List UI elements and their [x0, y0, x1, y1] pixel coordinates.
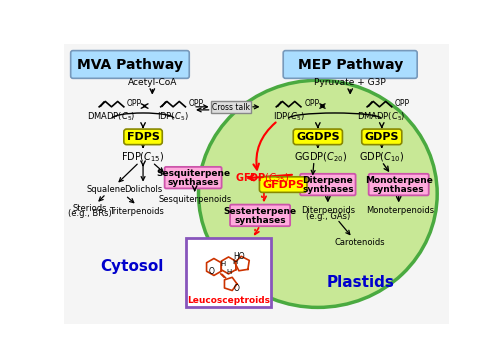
Text: Steriods: Steriods: [72, 204, 107, 213]
Text: Pyruvate + G3P: Pyruvate + G3P: [314, 78, 386, 87]
Text: O: O: [208, 267, 214, 276]
Text: synthases: synthases: [373, 185, 424, 194]
FancyBboxPatch shape: [283, 51, 417, 78]
Text: GGDP$(C_{20})$: GGDP$(C_{20})$: [294, 150, 346, 164]
FancyBboxPatch shape: [211, 102, 251, 113]
FancyBboxPatch shape: [164, 167, 222, 189]
FancyBboxPatch shape: [300, 174, 356, 195]
Text: HO: HO: [234, 252, 245, 261]
FancyBboxPatch shape: [186, 238, 271, 307]
Text: (e.g., GAs): (e.g., GAs): [306, 211, 350, 221]
Text: Sesterterpene: Sesterterpene: [224, 207, 296, 216]
Ellipse shape: [198, 80, 437, 308]
Text: OPP: OPP: [304, 99, 320, 108]
Text: MVA Pathway: MVA Pathway: [77, 58, 183, 72]
Text: DMADP$(C_5)$: DMADP$(C_5)$: [358, 111, 406, 123]
Text: H: H: [220, 261, 226, 267]
Text: MEP Pathway: MEP Pathway: [298, 58, 403, 72]
Text: Acetyl-CoA: Acetyl-CoA: [128, 78, 177, 87]
Text: Squalene: Squalene: [86, 185, 126, 194]
Text: Plastids: Plastids: [326, 275, 394, 290]
FancyBboxPatch shape: [368, 174, 428, 195]
Text: Cross talk: Cross talk: [212, 103, 250, 112]
Text: Cytosol: Cytosol: [100, 260, 163, 274]
Text: FDPS: FDPS: [126, 132, 160, 142]
Text: synthases: synthases: [234, 215, 286, 225]
Text: IDP$(C_5)$: IDP$(C_5)$: [273, 111, 304, 123]
Text: GGDPS: GGDPS: [296, 132, 340, 142]
Text: H: H: [226, 269, 232, 274]
Text: Sesquiterpenoids: Sesquiterpenoids: [158, 195, 232, 204]
Text: synthases: synthases: [302, 185, 354, 194]
Text: OPP: OPP: [395, 99, 410, 108]
Text: H: H: [232, 260, 237, 265]
Text: DMADP$(C_5)$: DMADP$(C_5)$: [87, 111, 136, 123]
Text: Monoterpene: Monoterpene: [365, 176, 432, 185]
Text: OPP: OPP: [127, 99, 142, 108]
Text: OPP: OPP: [188, 99, 204, 108]
Text: GDPS: GDPS: [364, 132, 399, 142]
Text: synthases: synthases: [168, 178, 219, 187]
Text: Monoterpenoids: Monoterpenoids: [366, 206, 434, 215]
Text: GFDPS: GFDPS: [262, 179, 304, 190]
Text: Leucosceptroids: Leucosceptroids: [187, 296, 270, 305]
Text: O: O: [234, 284, 240, 293]
Text: GDP$(C_{10})$: GDP$(C_{10})$: [359, 150, 405, 164]
Text: GFDP$(C_{25})$: GFDP$(C_{25})$: [235, 172, 290, 185]
Text: IDP$(C_5)$: IDP$(C_5)$: [158, 111, 189, 123]
Text: Sesquiterpene: Sesquiterpene: [156, 169, 230, 178]
Text: Diterpenoids: Diterpenoids: [301, 206, 355, 215]
Text: (e.g., BRs): (e.g., BRs): [68, 209, 112, 218]
FancyBboxPatch shape: [70, 51, 190, 78]
FancyBboxPatch shape: [230, 205, 290, 226]
Text: Carotenoids: Carotenoids: [335, 238, 386, 247]
Text: Triterpenoids: Triterpenoids: [110, 207, 164, 216]
Text: FDP$(C_{15})$: FDP$(C_{15})$: [122, 150, 165, 164]
Text: Dolichols: Dolichols: [124, 186, 162, 194]
FancyBboxPatch shape: [59, 39, 454, 329]
Text: Diterpene: Diterpene: [302, 176, 353, 185]
